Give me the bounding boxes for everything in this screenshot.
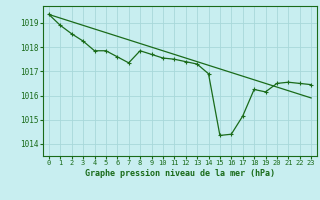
X-axis label: Graphe pression niveau de la mer (hPa): Graphe pression niveau de la mer (hPa) xyxy=(85,169,275,178)
